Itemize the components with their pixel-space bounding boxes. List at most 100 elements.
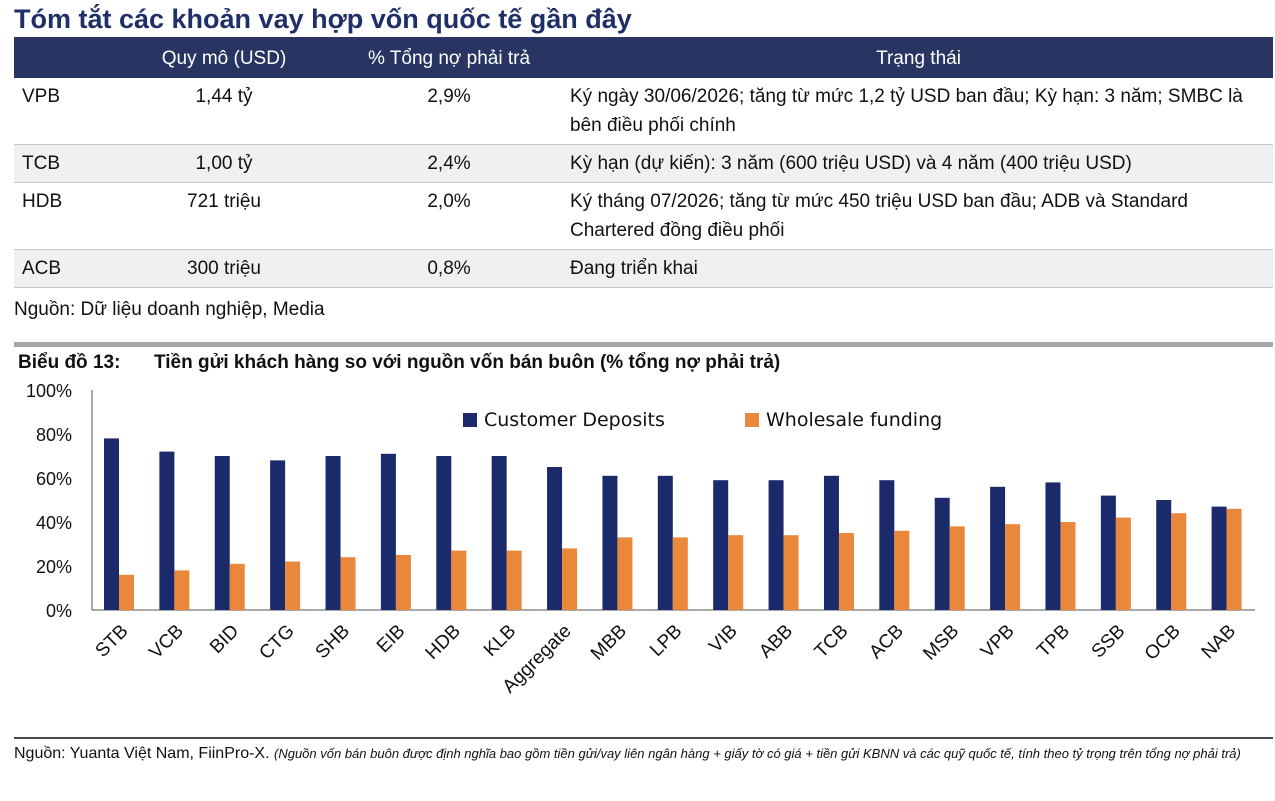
cell-share: 0,8% bbox=[427, 258, 471, 279]
y-tick-label: 100% bbox=[26, 381, 72, 401]
chart-source-main: Nguồn: Yuanta Việt Nam, FiinPro-X. bbox=[14, 745, 270, 762]
cell-size: 721 triệu bbox=[187, 191, 261, 212]
bar-wholesale-funding bbox=[1060, 522, 1076, 610]
cell-bank: HDB bbox=[22, 191, 63, 212]
bar-customer-deposits bbox=[879, 480, 895, 610]
y-tick-label: 20% bbox=[36, 557, 72, 577]
x-tick-label: KLB bbox=[480, 621, 520, 661]
bar-customer-deposits bbox=[270, 460, 286, 610]
cell-status: Kỳ hạn (dự kiến): 3 năm (600 triệu USD) … bbox=[570, 153, 1132, 174]
chart-title: Tiền gửi khách hàng so với nguồn vốn bán… bbox=[154, 352, 781, 373]
table-row: VPB 1,44 tỷ 2,9% Ký ngày 30/06/2026; tăn… bbox=[14, 78, 1273, 145]
bar-customer-deposits bbox=[602, 475, 618, 610]
bar-customer-deposits bbox=[1045, 482, 1061, 610]
table-source-note: Nguồn: Dữ liệu doanh nghiệp, Media bbox=[14, 299, 325, 320]
bar-chart: 0% 20% 40% 60% 80% 100% STB VCB BID CTG SHB EIB HDB K… bbox=[26, 381, 1255, 698]
legend-swatch bbox=[745, 413, 759, 427]
bar-customer-deposits bbox=[159, 451, 175, 610]
bar-wholesale-funding bbox=[119, 574, 134, 610]
bar-customer-deposits bbox=[325, 456, 341, 610]
bar-wholesale-funding bbox=[451, 550, 467, 610]
bar-wholesale-funding bbox=[672, 537, 688, 610]
bar-wholesale-funding bbox=[894, 530, 910, 610]
chart-source-footnote: (Nguồn vốn bán buôn được định nghĩa bao … bbox=[274, 746, 1241, 761]
cell-size: 300 triệu bbox=[187, 258, 261, 279]
bar-customer-deposits bbox=[934, 497, 950, 610]
legend-label: Wholesale funding bbox=[766, 409, 942, 431]
bar-customer-deposits bbox=[1156, 500, 1172, 610]
x-tick-label: ACB bbox=[865, 621, 907, 663]
bar-customer-deposits bbox=[990, 486, 1006, 610]
cell-status: Ký tháng 07/2026; tăng từ mức 450 triệu … bbox=[570, 191, 1188, 241]
bar-wholesale-funding bbox=[1115, 517, 1131, 610]
x-tick-label: MBB bbox=[587, 621, 631, 665]
cell-bank: VPB bbox=[22, 86, 61, 107]
bar-wholesale-funding bbox=[285, 561, 301, 610]
x-tick-label: HDB bbox=[422, 621, 465, 664]
x-tick-label: STB bbox=[92, 621, 133, 662]
syndicated-loans-table: Quy mô (USD) % Tổng nợ phải trả Trạng th… bbox=[14, 40, 1273, 288]
cell-share: 2,9% bbox=[427, 86, 471, 107]
bar-customer-deposits bbox=[657, 475, 673, 610]
bar-customer-deposits bbox=[436, 456, 452, 610]
x-tick-label: VPB bbox=[977, 621, 1019, 663]
cell-bank: TCB bbox=[22, 153, 60, 174]
y-tick-label: 40% bbox=[36, 513, 72, 533]
cell-status: Đang triển khai bbox=[570, 258, 698, 279]
bar-wholesale-funding bbox=[949, 526, 965, 610]
table-row: HDB 721 triệu 2,0% Ký tháng 07/2026; tăn… bbox=[14, 183, 1273, 250]
x-tick-label: VIB bbox=[705, 621, 742, 658]
bar-wholesale-funding bbox=[1226, 508, 1242, 610]
chart-number-label: Biểu đồ 13: bbox=[18, 352, 121, 373]
x-tick-label: LPB bbox=[646, 621, 686, 661]
cell-status: Ký ngày 30/06/2026; tăng từ mức 1,2 tỷ U… bbox=[570, 86, 1243, 136]
bar-wholesale-funding bbox=[838, 533, 854, 610]
bar-customer-deposits bbox=[1100, 495, 1116, 610]
bar-wholesale-funding bbox=[562, 548, 578, 610]
chart-caption: Biểu đồ 13: Tiền gửi khách hàng so với ng… bbox=[18, 352, 780, 374]
x-tick-label: MSB bbox=[919, 621, 963, 665]
title-rule bbox=[14, 37, 1273, 40]
bar-wholesale-funding bbox=[340, 557, 356, 610]
page-title: Tóm tắt các khoản vay hợp vốn quốc tế gầ… bbox=[14, 4, 632, 34]
bar-customer-deposits bbox=[713, 480, 729, 610]
column-header-share: % Tổng nợ phải trả bbox=[334, 40, 564, 78]
bar-customer-deposits bbox=[380, 453, 396, 610]
y-tick-label: 80% bbox=[36, 425, 72, 445]
bar-customer-deposits bbox=[214, 456, 230, 610]
bar-customer-deposits bbox=[1211, 506, 1227, 610]
bar-customer-deposits bbox=[491, 456, 507, 610]
bar-wholesale-funding bbox=[617, 537, 633, 610]
bar-wholesale-funding bbox=[783, 535, 799, 610]
cell-bank: ACB bbox=[22, 258, 62, 279]
table-row: ACB 300 triệu 0,8% Đang triển khai bbox=[14, 249, 1273, 288]
x-tick-label: VCB bbox=[145, 621, 187, 663]
bar-wholesale-funding bbox=[174, 570, 190, 610]
bar-customer-deposits bbox=[823, 475, 839, 610]
column-header-size: Quy mô (USD) bbox=[114, 40, 334, 78]
x-tick-label: NAB bbox=[1198, 621, 1240, 663]
table-row: TCB 1,00 tỷ 2,4% Kỳ hạn (dự kiến): 3 năm… bbox=[14, 144, 1273, 183]
chart-source-note: Nguồn: Yuanta Việt Nam, FiinPro-X. (Nguồ… bbox=[14, 744, 1264, 764]
cell-share: 2,4% bbox=[427, 153, 471, 174]
x-tick-label: ABB bbox=[755, 621, 797, 663]
cell-share: 2,0% bbox=[427, 191, 471, 212]
x-tick-label: TPB bbox=[1033, 621, 1074, 662]
legend-label: Customer Deposits bbox=[484, 409, 665, 431]
bar-wholesale-funding bbox=[229, 563, 245, 610]
x-tick-label: TCB bbox=[811, 621, 853, 663]
column-header-bank bbox=[14, 40, 114, 78]
x-tick-label: EIB bbox=[373, 621, 410, 658]
y-tick-label: 0% bbox=[46, 601, 72, 621]
bar-wholesale-funding bbox=[395, 555, 411, 610]
bar-wholesale-funding bbox=[728, 535, 744, 610]
column-header-status: Trạng thái bbox=[564, 40, 1273, 78]
x-tick-label: BID bbox=[206, 621, 243, 658]
legend-swatch bbox=[463, 413, 477, 427]
bar-wholesale-funding bbox=[1005, 524, 1021, 610]
x-tick-label: OCB bbox=[1141, 621, 1185, 665]
y-tick-label: 60% bbox=[36, 469, 72, 489]
cell-size: 1,44 tỷ bbox=[195, 86, 253, 107]
bar-wholesale-funding bbox=[506, 550, 522, 610]
section-divider bbox=[14, 342, 1273, 347]
